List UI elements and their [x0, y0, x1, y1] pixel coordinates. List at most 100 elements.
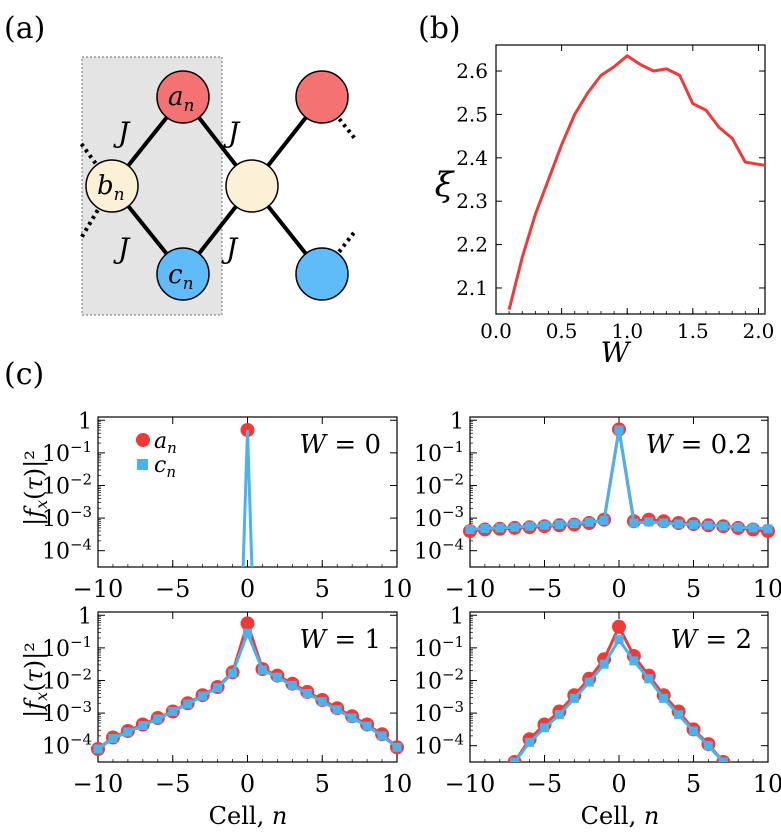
site-a-neighbor: [295, 70, 349, 124]
tick-label: 10−3: [42, 503, 92, 532]
point-c: [733, 522, 743, 532]
tick-label: 10: [753, 770, 781, 798]
legend-label-a: an: [154, 429, 177, 457]
point-a: [612, 619, 626, 634]
tick-label: 0: [240, 770, 255, 798]
tick-label: 10−1: [42, 438, 92, 467]
point-c: [584, 677, 594, 687]
tick-label: 0: [611, 575, 626, 603]
point-c: [599, 659, 609, 669]
tick-label: 2.2: [456, 233, 488, 257]
tick-label: 10−2: [414, 665, 464, 694]
site-b-label: bn: [97, 171, 125, 205]
point-c: [659, 693, 669, 703]
point-c: [123, 727, 133, 737]
tick-label: 10−4: [42, 536, 92, 565]
point-c: [465, 525, 475, 534]
point-c: [108, 734, 118, 743]
tick-label: −5: [527, 770, 562, 798]
y-axis-label-top: |fx(τ)|²: [20, 450, 51, 526]
tick-label: 2.0: [743, 319, 775, 343]
tick-label: 1: [78, 604, 92, 629]
tick-label: 10−2: [42, 665, 92, 694]
tick-label: 10−1: [414, 633, 464, 662]
tick-label: 5: [315, 770, 330, 798]
point-c: [689, 520, 698, 530]
tick-label: 2.5: [456, 102, 488, 126]
tick-label: −5: [527, 575, 562, 603]
point-a: [240, 616, 255, 631]
series-c-line: [241, 429, 254, 567]
point-c: [377, 731, 387, 741]
annotation: W = 0: [299, 430, 381, 460]
tick-label: 10−1: [42, 633, 92, 662]
point-c: [703, 520, 713, 530]
tick-label: 10−4: [414, 731, 464, 760]
point-c: [480, 524, 490, 533]
point-c: [674, 710, 684, 720]
point-c: [614, 635, 624, 645]
tick-label: 10−3: [414, 698, 464, 727]
point-c: [362, 721, 372, 731]
site-a-label: an: [168, 82, 194, 116]
tick-label: 10−3: [42, 698, 92, 727]
site-b: [85, 159, 139, 213]
tick-label: 0: [240, 575, 255, 603]
point-c: [392, 742, 402, 752]
tick-label: −5: [155, 575, 190, 603]
point-c: [569, 519, 579, 529]
point-c: [644, 517, 654, 527]
tick-label: −10: [445, 575, 496, 603]
site-c: [156, 247, 210, 301]
tick-label: 5: [315, 575, 330, 603]
y-axis-label-bottom: |fx(τ)|²: [20, 642, 51, 718]
plot-frame: [495, 44, 766, 315]
site-b-neighbor: [225, 159, 279, 213]
point-c: [228, 668, 238, 678]
point-c: [213, 683, 223, 693]
point-c: [302, 689, 312, 698]
point-c: [540, 723, 549, 733]
tick-label: 10−2: [414, 470, 464, 499]
tick-label: 2.4: [456, 146, 488, 170]
x-axis-label-right: Cell, n: [581, 802, 660, 830]
point-c: [629, 656, 639, 666]
site-c-neighbor: [295, 247, 349, 301]
point-c: [93, 744, 103, 754]
point-c: [584, 517, 594, 527]
point-c: [153, 714, 163, 724]
series-c-line: [513, 636, 725, 762]
point-c: [258, 665, 267, 675]
panel-label-c: (c): [4, 357, 44, 392]
point-c: [287, 680, 297, 690]
tick-label: 1: [450, 409, 464, 434]
point-c: [525, 737, 535, 747]
hopping-label: J: [221, 232, 239, 265]
tick-label: 10: [753, 575, 781, 603]
point-c: [554, 710, 564, 720]
point-c: [198, 691, 208, 701]
tick-label: 10: [382, 770, 413, 798]
hopping-label: J: [113, 232, 131, 265]
tick-label: 2.1: [456, 276, 488, 300]
y-axis-label: ξ: [435, 165, 456, 205]
point-c: [317, 697, 327, 707]
point-c: [272, 672, 282, 682]
wavefunction-charts: |fx(τ)|² |fx(τ)|² Cell, n Cell, n an cn …: [20, 409, 781, 830]
point-c: [510, 522, 520, 532]
point-c: [703, 741, 713, 751]
legend-label-c: cn: [154, 453, 176, 481]
tick-label: 0.5: [546, 319, 578, 343]
point-c: [510, 757, 520, 762]
point-c: [168, 707, 178, 716]
tick-label: −5: [155, 770, 190, 798]
point-c: [569, 693, 579, 703]
point-c: [554, 520, 564, 530]
point-c: [629, 518, 639, 528]
tick-label: 10−4: [414, 536, 464, 565]
tick-label: 2.6: [456, 59, 488, 83]
point-c: [525, 521, 535, 531]
point-c: [540, 520, 549, 530]
tick-label: 5: [686, 575, 701, 603]
